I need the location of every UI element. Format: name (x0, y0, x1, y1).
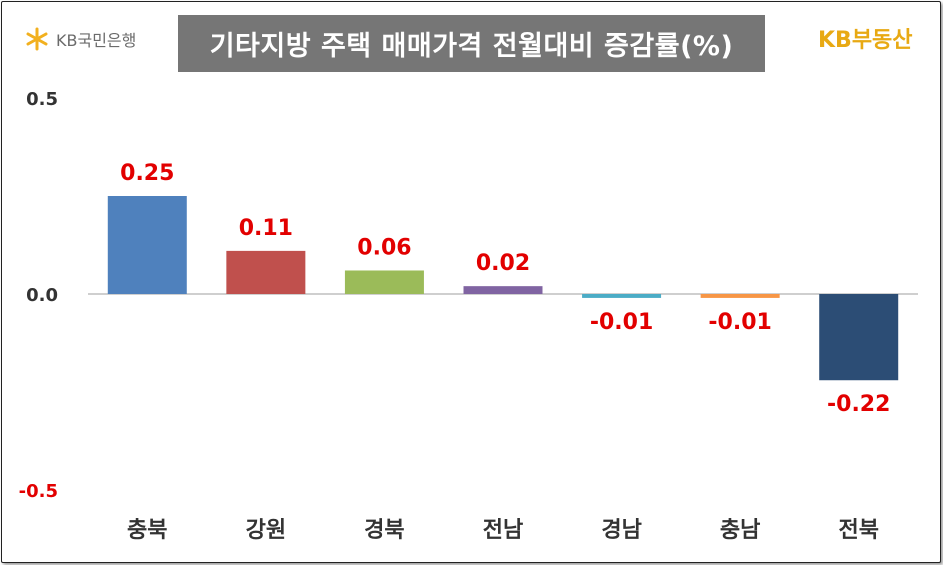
bar (463, 286, 543, 294)
x-tick-label: 충북 (127, 518, 167, 543)
category-labels-layer: 충북 강원 경북 전남 경남 충남 전북 (127, 518, 879, 543)
data-label: 0.02 (476, 251, 530, 276)
kb-bank-logo: KB국민은행 (24, 26, 136, 52)
x-tick-label: 충남 (720, 518, 760, 543)
bar (700, 294, 780, 298)
kb-bank-logo-text: KB국민은행 (56, 31, 137, 50)
y-tick-label: 0.5 (26, 89, 58, 110)
axis-layer: 0.5 0.0 -0.5 (19, 89, 918, 502)
x-tick-label: 경북 (364, 518, 404, 543)
bar (819, 294, 899, 381)
data-label: 0.11 (239, 216, 293, 241)
y-tick-label: 0.0 (26, 285, 58, 306)
bar (582, 294, 662, 298)
data-label: 0.25 (120, 161, 174, 186)
x-tick-label: 경남 (601, 518, 641, 543)
bar (107, 196, 187, 294)
data-label: 0.06 (357, 235, 411, 260)
bar (344, 270, 424, 294)
data-label: -0.01 (590, 310, 653, 335)
kb-realty-logo: KB부동산 (818, 28, 913, 53)
kb-star-icon (26, 27, 48, 51)
bars-layer (107, 196, 899, 381)
chart-title: 기타지방 주택 매매가격 전월대비 증감률(%) (178, 15, 765, 72)
data-label: -0.22 (827, 392, 890, 417)
bar (226, 250, 306, 294)
x-tick-label: 전남 (483, 518, 523, 543)
x-tick-label: 전북 (838, 518, 878, 543)
data-label: -0.01 (708, 310, 771, 335)
labels-layer: 0.25 0.11 0.06 0.02 -0.01 -0.01 -0.22 (120, 161, 890, 417)
x-tick-label: 강원 (246, 518, 286, 543)
y-tick-label: -0.5 (19, 481, 58, 502)
